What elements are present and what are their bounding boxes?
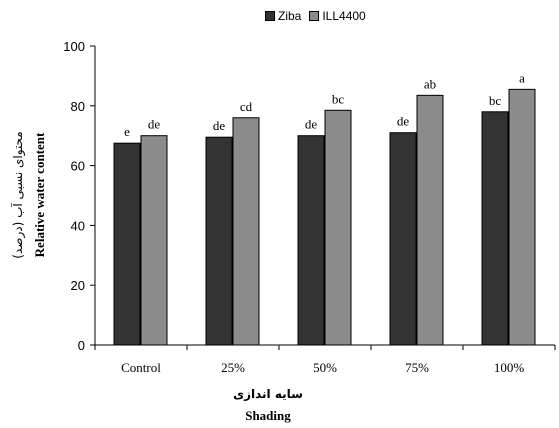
bar-ill4400 — [508, 88, 536, 346]
bar-ill4400 — [324, 109, 352, 346]
legend-swatch-ill4400 — [309, 11, 320, 21]
x-tick-label: 100% — [494, 360, 525, 375]
legend-item-ziba: Ziba — [265, 9, 301, 23]
x-tick-label: 25% — [221, 360, 245, 375]
x-axis-title-persian: سایه اندازی — [233, 387, 303, 401]
x-tick-label: 50% — [313, 360, 337, 375]
bar-significance-label: de — [397, 114, 410, 129]
legend-swatch-ziba — [265, 11, 275, 21]
bar-ill4400 — [140, 135, 168, 346]
bar-significance-label: de — [305, 117, 318, 132]
y-tick-label: 20 — [71, 278, 85, 293]
bar-significance-label: a — [519, 70, 525, 85]
bar-significance-label: de — [213, 118, 226, 133]
bar-ziba — [297, 135, 325, 346]
bar-significance-label: cd — [240, 99, 253, 114]
bar-ziba — [481, 111, 509, 346]
x-axis-title: Shading — [245, 408, 291, 423]
bar-significance-label: de — [148, 117, 161, 132]
legend-label-ziba: Ziba — [278, 9, 302, 23]
y-tick-label: 100 — [63, 39, 85, 54]
bar-ziba — [113, 142, 141, 346]
y-tick-label: 60 — [71, 159, 85, 174]
bar-significance-label: e — [124, 124, 130, 139]
y-tick-label: 0 — [78, 338, 85, 353]
y-axis-title-persian: محتوای نسبی آب (درصد) — [10, 131, 26, 258]
legend-item-ill4400: ILL4400 — [309, 9, 366, 23]
y-tick-label: 40 — [71, 218, 85, 233]
bar-significance-label: ab — [424, 76, 436, 91]
bar-ill4400 — [416, 94, 444, 346]
bar-significance-label: bc — [489, 93, 502, 108]
y-tick-label: 80 — [71, 99, 85, 114]
legend: Ziba ILL4400 — [265, 9, 370, 23]
y-axis-title: Relative water content — [32, 132, 47, 257]
bar-ziba — [205, 136, 233, 346]
x-tick-label: Control — [121, 360, 161, 375]
legend-label-ill4400: ILL4400 — [322, 9, 366, 23]
x-tick-label: 75% — [405, 360, 429, 375]
bar-significance-label: bc — [332, 91, 345, 106]
bar-ziba — [389, 132, 417, 346]
bar-ill4400 — [232, 117, 260, 346]
